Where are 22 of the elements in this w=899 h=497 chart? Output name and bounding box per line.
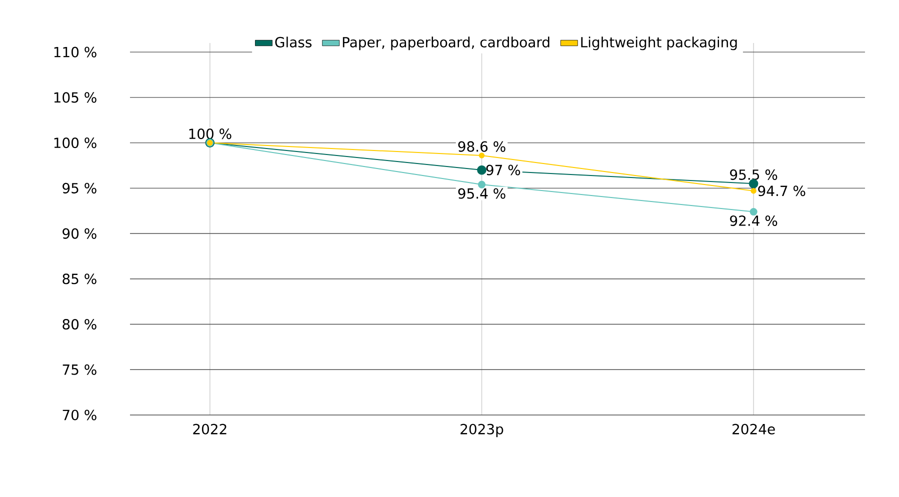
- x-tick-label: 2022: [193, 424, 226, 434]
- y-tick-label: 70 %: [62, 410, 96, 420]
- x-tick-label: 2024e: [732, 424, 775, 434]
- legend-label: Glass: [275, 36, 312, 48]
- data-label: 95.4 %: [458, 188, 506, 199]
- data-label: 97 %: [486, 164, 520, 176]
- data-label: 98.6 %: [458, 141, 506, 152]
- y-tick-label: 75 %: [62, 364, 96, 375]
- y-tick-label: 100 %: [54, 138, 96, 148]
- legend-label: Paper, paperboard, cardboard: [342, 36, 550, 50]
- y-tick-label: 90 %: [62, 228, 96, 239]
- x-tick-label: 2023p: [460, 424, 504, 438]
- data-label: 95.5 %: [730, 169, 778, 180]
- data-label: 100 %: [189, 128, 232, 140]
- data-label: 94.7 %: [758, 186, 806, 196]
- y-tick-label: 110 %: [54, 46, 96, 58]
- y-tick-label: 105 %: [54, 92, 96, 103]
- legend-label: Lightweight packaging: [581, 36, 737, 50]
- data-label: 92.4 %: [730, 215, 778, 226]
- y-tick-label: 85 %: [62, 274, 96, 284]
- y-tick-label: 80 %: [62, 318, 96, 330]
- y-tick-label: 95 %: [62, 182, 96, 194]
